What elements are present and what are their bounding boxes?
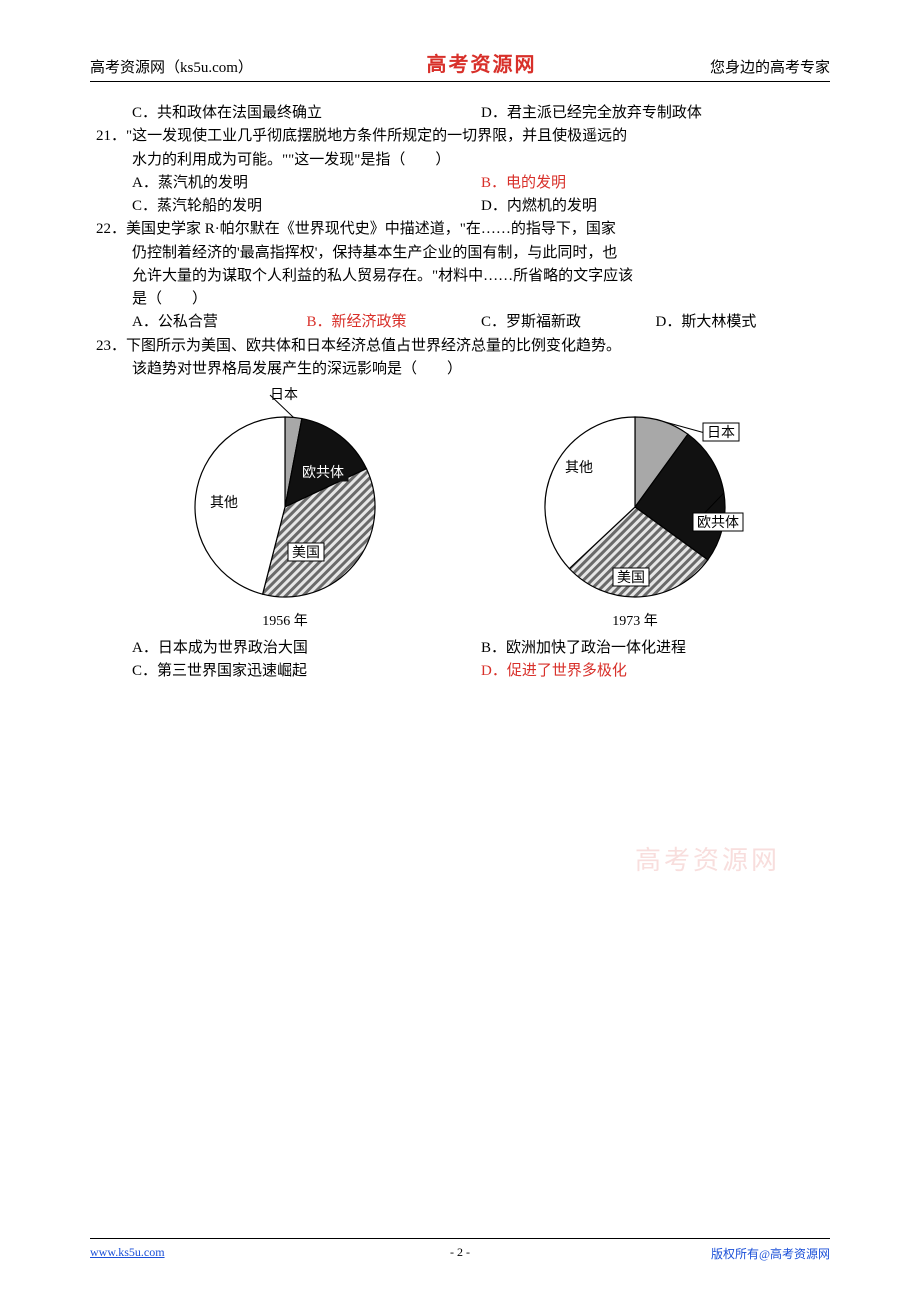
- q23-options-cd: C．第三世界国家迅速崛起 D．促进了世界多极化: [90, 660, 830, 683]
- pie-1956: 日本欧共体美国 其他: [170, 387, 400, 607]
- q22-options: A．公私合营 B．新经济政策 C．罗斯福新政 D．斯大林模式: [90, 311, 830, 334]
- q22-stem-4: 是（ ）: [90, 288, 830, 311]
- year-1956: 1956 年: [262, 611, 308, 633]
- footer-right: 版权所有@高考资源网: [711, 1245, 830, 1262]
- svg-text:其他: 其他: [565, 460, 593, 476]
- svg-text:日本: 日本: [270, 387, 298, 403]
- chart-1956: 日本欧共体美国 其他 1956 年: [170, 387, 400, 633]
- q21-opt-d: D．内燃机的发明: [481, 195, 830, 218]
- page-header: 高考资源网（ks5u.com） 高考资源网 您身边的高考专家: [90, 48, 830, 82]
- q23-options-ab: A．日本成为世界政治大国 B．欧洲加快了政治一体化进程: [90, 637, 830, 660]
- svg-text:其他: 其他: [210, 495, 238, 511]
- chart-1973: 日本欧共体美国 其他 1973 年: [520, 387, 750, 633]
- q23-opt-d: D．促进了世界多极化: [481, 660, 830, 683]
- q23-opt-a: A．日本成为世界政治大国: [132, 637, 481, 660]
- q23-opt-b: B．欧洲加快了政治一体化进程: [481, 637, 830, 660]
- q21-opt-b: B．电的发明: [481, 172, 830, 195]
- q22-stem-2: 仍控制着经济的'最高指挥权'，保持基本生产企业的国有制，与此同时，也: [90, 242, 830, 265]
- q22-opt-a: A．公私合营: [132, 311, 307, 334]
- q23-charts: 日本欧共体美国 其他 1956 年 日本欧共体美国 其他 1973 年: [90, 387, 830, 633]
- year-1973: 1973 年: [612, 611, 658, 633]
- watermark: 高考资源网: [635, 840, 780, 877]
- footer-left: www.ks5u.com: [90, 1245, 165, 1262]
- page-footer: www.ks5u.com - 2 - 版权所有@高考资源网: [90, 1238, 830, 1262]
- q20-options-cd: C．共和政体在法国最终确立 D．君主派已经完全放弃专制政体: [90, 102, 830, 125]
- header-center: 高考资源网: [426, 48, 536, 77]
- q20-opt-d: D．君主派已经完全放弃专制政体: [481, 102, 830, 125]
- svg-text:美国: 美国: [292, 545, 320, 561]
- header-right: 您身边的高考专家: [710, 56, 830, 77]
- pie-1973: 日本欧共体美国 其他: [520, 387, 750, 607]
- footer-page-number: - 2 -: [450, 1245, 470, 1260]
- svg-text:日本: 日本: [707, 425, 735, 441]
- header-left: 高考资源网（ks5u.com）: [90, 56, 253, 77]
- q22-stem-3: 允许大量的为谋取个人利益的私人贸易存在。"材料中……所省略的文字应该: [90, 265, 830, 288]
- svg-text:欧共体: 欧共体: [302, 465, 344, 481]
- q22-opt-b: B．新经济政策: [307, 311, 482, 334]
- body: C．共和政体在法国最终确立 D．君主派已经完全放弃专制政体 21．"这一发现使工…: [90, 102, 830, 683]
- q23-stem-2: 该趋势对世界格局发展产生的深远影响是（ ）: [90, 358, 830, 381]
- q21-options-cd: C．蒸汽轮船的发明 D．内燃机的发明: [90, 195, 830, 218]
- q22-opt-c: C．罗斯福新政: [481, 311, 656, 334]
- q23-opt-c: C．第三世界国家迅速崛起: [132, 660, 481, 683]
- q23-stem-1: 23．下图所示为美国、欧共体和日本经济总值占世界经济总量的比例变化趋势。: [90, 335, 830, 358]
- q22-stem-1: 22．美国史学家 R·帕尔默在《世界现代史》中描述道，"在……的指导下，国家: [90, 218, 830, 241]
- q21-opt-a: A．蒸汽机的发明: [132, 172, 481, 195]
- q21-options-ab: A．蒸汽机的发明 B．电的发明: [90, 172, 830, 195]
- svg-text:美国: 美国: [617, 570, 645, 586]
- q20-opt-c: C．共和政体在法国最终确立: [132, 102, 481, 125]
- q22-opt-d: D．斯大林模式: [656, 311, 831, 334]
- q21-stem-1: 21．"这一发现使工业几乎彻底摆脱地方条件所规定的一切界限，并且使极遥远的: [90, 125, 830, 148]
- svg-text:欧共体: 欧共体: [697, 515, 739, 531]
- q21-stem-2: 水力的利用成为可能。""这一发现"是指（ ）: [90, 149, 830, 172]
- q21-opt-c: C．蒸汽轮船的发明: [132, 195, 481, 218]
